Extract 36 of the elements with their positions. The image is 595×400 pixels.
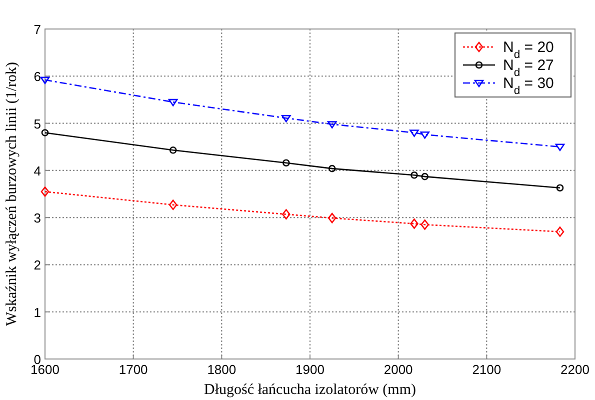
y-tick-label: 5 xyxy=(34,116,41,132)
x-tick-label: 1700 xyxy=(118,362,148,377)
point xyxy=(40,76,50,84)
x-tick-label: 2000 xyxy=(384,362,413,377)
y-tick-label: 6 xyxy=(34,69,41,84)
point xyxy=(169,146,177,154)
point xyxy=(328,212,336,224)
x-tick-label: 1900 xyxy=(296,362,324,377)
x-tick-label: 2100 xyxy=(472,362,502,377)
y-tick-label: 7 xyxy=(34,22,41,37)
point xyxy=(168,98,178,106)
point xyxy=(410,218,418,229)
point xyxy=(328,164,336,172)
y-axis-title: Wskaźnik wyłączeń burzowych linii (1/rok) xyxy=(4,62,20,326)
x-tick-label: 1800 xyxy=(207,362,236,377)
point xyxy=(555,144,565,152)
point xyxy=(420,219,429,230)
point xyxy=(168,200,178,210)
point xyxy=(40,186,50,197)
y-tick-label: 1 xyxy=(34,304,41,320)
x-axis-title: Długość łańcucha izolatorów (mm) xyxy=(204,382,416,398)
x-tick-label: 2200 xyxy=(560,362,590,377)
point xyxy=(421,172,428,180)
point xyxy=(556,184,564,192)
y-tick-label: 2 xyxy=(34,258,41,273)
point xyxy=(282,209,290,220)
point xyxy=(410,171,418,179)
point xyxy=(327,121,337,128)
y-tick-label: 4 xyxy=(34,163,41,178)
point xyxy=(41,129,49,136)
point xyxy=(410,130,419,137)
y-tick-label: 3 xyxy=(34,210,41,226)
point xyxy=(556,226,564,237)
point xyxy=(282,114,291,122)
point xyxy=(420,131,430,139)
point xyxy=(282,159,290,167)
